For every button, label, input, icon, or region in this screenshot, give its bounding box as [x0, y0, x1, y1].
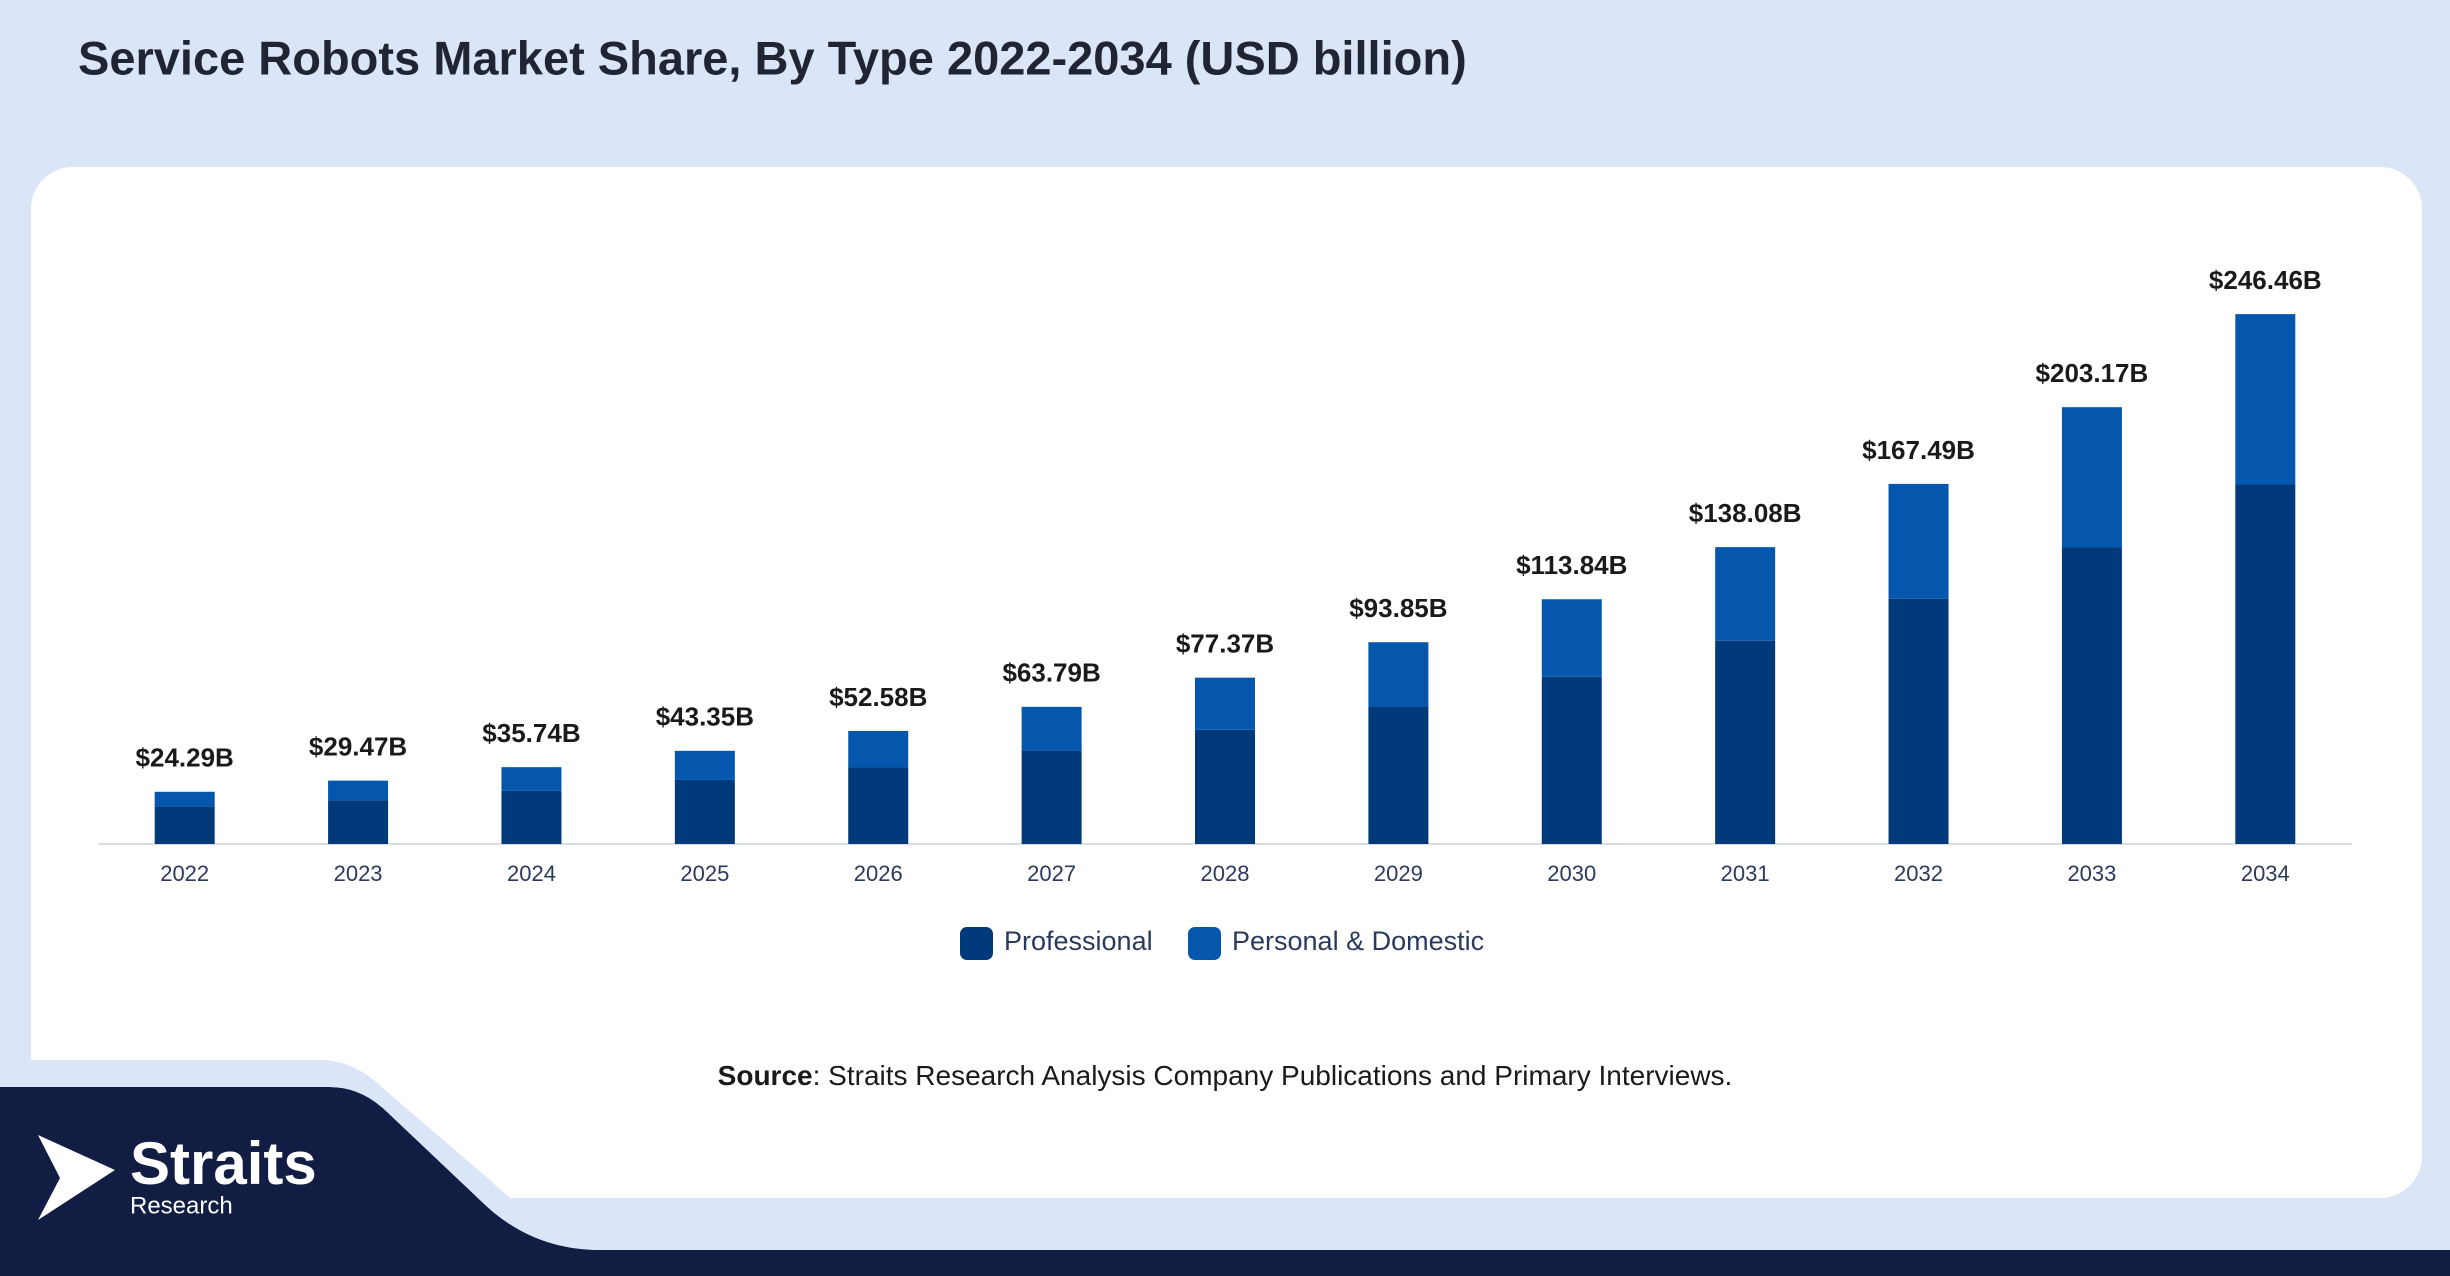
x-tick-label: 2024: [507, 861, 556, 886]
legend-swatch: [960, 927, 993, 960]
bar-segment: [848, 767, 909, 844]
total-label: $35.74B: [482, 718, 580, 748]
x-tick-label: 2033: [2067, 861, 2116, 886]
total-label: $138.08B: [1689, 498, 1802, 528]
x-tick-label: 2023: [334, 861, 383, 886]
bar-segment: [674, 779, 735, 844]
total-label: $246.46B: [2209, 265, 2322, 295]
source: Source: Straits Research Analysis Compan…: [718, 1060, 1733, 1091]
total-label: $43.35B: [656, 702, 754, 732]
x-tick-label: 2025: [680, 861, 729, 886]
x-tick-label: 2026: [854, 861, 903, 886]
bar-segment: [1715, 640, 1776, 844]
bar-segment: [501, 767, 562, 791]
footer-band: [0, 1087, 2450, 1276]
bar-segment: [328, 800, 389, 844]
bar-segment: [1541, 599, 1602, 677]
bar-segment: [2235, 484, 2296, 844]
bar-segment: [848, 730, 909, 768]
x-tick-label: 2029: [1374, 861, 1423, 886]
total-label: $29.47B: [309, 732, 407, 762]
bar-segment: [1541, 676, 1602, 844]
bar-segment: [2061, 407, 2122, 548]
legend-label: Personal & Domestic: [1232, 926, 1484, 956]
footer-edge: [0, 1060, 2450, 1250]
x-tick-label: 2022: [160, 861, 209, 886]
total-label: $77.37B: [1176, 629, 1274, 659]
bar-segment: [2235, 314, 2296, 485]
bar-segment: [501, 790, 562, 844]
chart-title: Service Robots Market Share, By Type 202…: [78, 31, 1467, 84]
logo-sub: Research: [130, 1192, 233, 1219]
bar-segment: [1888, 483, 1949, 599]
bar-segment: [1021, 706, 1082, 751]
bar-segment: [1368, 642, 1429, 707]
total-label: $113.84B: [1516, 550, 1627, 580]
bar-segment: [1888, 598, 1949, 844]
total-label: $52.58B: [829, 682, 927, 712]
total-label: $93.85B: [1349, 593, 1447, 623]
x-tick-label: 2027: [1027, 861, 1076, 886]
source-text: : Straits Research Analysis Company Publ…: [813, 1060, 1733, 1091]
bar-segment: [328, 780, 389, 801]
x-tick-label: 2031: [1721, 861, 1770, 886]
legend-label: Professional: [1004, 926, 1153, 956]
x-tick-label: 2034: [2241, 861, 2290, 886]
total-label: $63.79B: [1002, 658, 1100, 688]
total-label: $203.17B: [2036, 358, 2149, 388]
bar-segment: [154, 806, 215, 844]
x-tick-label: 2032: [1894, 861, 1943, 886]
bar-segment: [1368, 706, 1429, 844]
x-tick-label: 2028: [1201, 861, 1250, 886]
total-label: $167.49B: [1862, 435, 1975, 465]
bar-segment: [154, 791, 215, 807]
bar-segment: [674, 750, 735, 780]
logo-icon: [38, 1135, 115, 1220]
legend-swatch: [1188, 927, 1221, 960]
logo-name: Straits: [130, 1130, 317, 1197]
bar-segment: [2061, 547, 2122, 844]
bar-segment: [1715, 547, 1776, 641]
bar-segment: [1195, 729, 1255, 844]
bar-segment: [1195, 677, 1255, 730]
total-label: $24.29B: [136, 743, 234, 773]
source-label: Source: [718, 1060, 813, 1091]
bar-segment: [1021, 750, 1082, 844]
x-tick-label: 2030: [1547, 861, 1596, 886]
